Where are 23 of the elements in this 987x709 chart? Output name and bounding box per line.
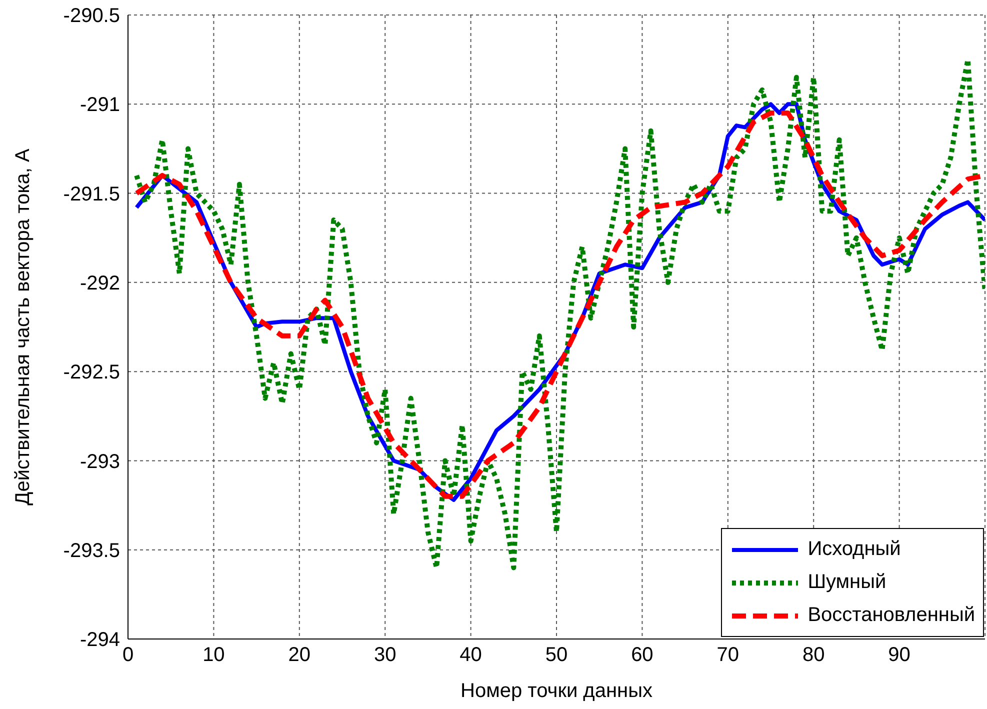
x-tick-label: 0 [122, 644, 134, 666]
x-tick-label: 60 [631, 644, 654, 666]
y-tick-label: -291.5 [63, 183, 120, 206]
y-tick-label: -294 [80, 629, 120, 652]
y-tick-label: -293 [80, 450, 120, 473]
y-tick-label: -291 [80, 94, 120, 116]
x-tick-label: 30 [374, 644, 396, 666]
x-tick-label: 40 [460, 644, 482, 666]
x-tick-label: 10 [202, 644, 225, 666]
legend-label: Исходный [808, 538, 901, 561]
x-tick-label: 80 [802, 644, 825, 666]
x-axis-title: Номер точки данных [460, 680, 652, 702]
x-tick-label: 20 [288, 644, 311, 666]
y-tick-label: -292 [80, 272, 120, 295]
y-axis-title: Действительная часть вектора тока, А [12, 148, 34, 506]
y-tick-label: -293.5 [63, 540, 120, 562]
x-tick-label: 70 [716, 644, 740, 666]
legend-label: Восстановленный [808, 604, 975, 627]
x-tick-label: 90 [888, 644, 910, 666]
x-tick-label: 50 [545, 644, 568, 666]
y-tick-label: -290.5 [63, 5, 120, 28]
y-tick-label: -292.5 [63, 362, 120, 384]
legend-label: Шумный [808, 571, 886, 594]
